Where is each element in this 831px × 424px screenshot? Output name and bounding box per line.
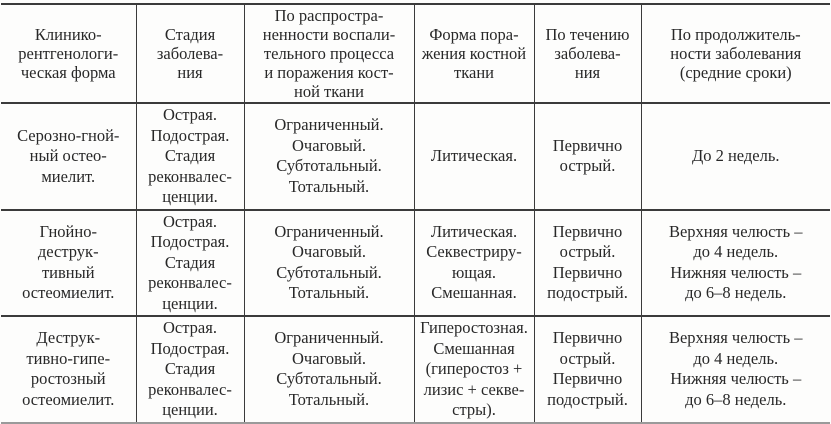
osteomyelitis-classification-table: Клинико- рентгенологи- ческая форма Стад… [1, 3, 830, 424]
cell-extent-serous-purulent: Ограниченный. Очаговый. Субтотальный. То… [243, 103, 414, 211]
cell-duration-purulent-destructive: Верхняя челюсть – до 4 недель. Нижняя че… [640, 209, 830, 317]
header-disease-duration: По продолжитель- ности заболевания (сред… [640, 4, 830, 104]
table-row-purulent-destructive: Гнойно- деструк- тивный остеомиелит. Ост… [1, 209, 830, 317]
cell-stage-purulent-destructive: Острая. Подострая. Стадия реконвалес- це… [135, 209, 244, 317]
cell-form-destructive-hyperostotic: Деструк- тивно-гипе- ростозный остеомиел… [1, 316, 136, 424]
cell-course-destructive-hyperostotic: Первично острый. Первично подострый. [533, 316, 641, 424]
header-inflammation-extent: По распростра- ненности воспали- тельног… [243, 4, 414, 104]
cell-form-serous-purulent: Серозно-гной- ный остео- миелит. [1, 103, 136, 211]
table-row-serous-purulent: Серозно-гной- ный остео- миелит. Острая.… [1, 103, 830, 211]
header-disease-course: По течению заболева- ния [533, 4, 641, 104]
cell-course-serous-purulent: Первично острый. [533, 103, 641, 211]
cell-form-purulent-destructive: Гнойно- деструк- тивный остеомиелит. [1, 209, 136, 317]
cell-stage-destructive-hyperostotic: Острая. Подострая. Стадия реконвалес- це… [135, 316, 244, 424]
header-bone-lesion-form: Форма пора- жения костной ткани [413, 4, 534, 104]
cell-lesion-purulent-destructive: Литическая. Секвестриру- ющая. Смешанная… [413, 209, 534, 317]
cell-stage-serous-purulent: Острая. Подострая. Стадия реконвалес- це… [135, 103, 244, 211]
header-clinical-radiological-form: Клинико- рентгенологи- ческая форма [1, 4, 136, 104]
cell-course-purulent-destructive: Первично острый. Первично подострый. [533, 209, 641, 317]
cell-lesion-destructive-hyperostotic: Гиперостозная. Смешанная (гиперостоз + л… [413, 316, 534, 424]
table-row-destructive-hyperostotic: Деструк- тивно-гипе- ростозный остеомиел… [1, 316, 830, 424]
cell-lesion-serous-purulent: Литическая. [413, 103, 534, 211]
cell-duration-serous-purulent: До 2 недель. [640, 103, 830, 211]
table-header-row: Клинико- рентгенологи- ческая форма Стад… [1, 4, 830, 104]
cell-extent-destructive-hyperostotic: Ограниченный. Очаговый. Субтотальный. То… [243, 316, 414, 424]
cell-extent-purulent-destructive: Ограниченный. Очаговый. Субтотальный. То… [243, 209, 414, 317]
cell-duration-destructive-hyperostotic: Верхняя челюсть – до 4 недель. Нижняя че… [640, 316, 830, 424]
header-disease-stage: Стадия заболева- ния [135, 4, 244, 104]
